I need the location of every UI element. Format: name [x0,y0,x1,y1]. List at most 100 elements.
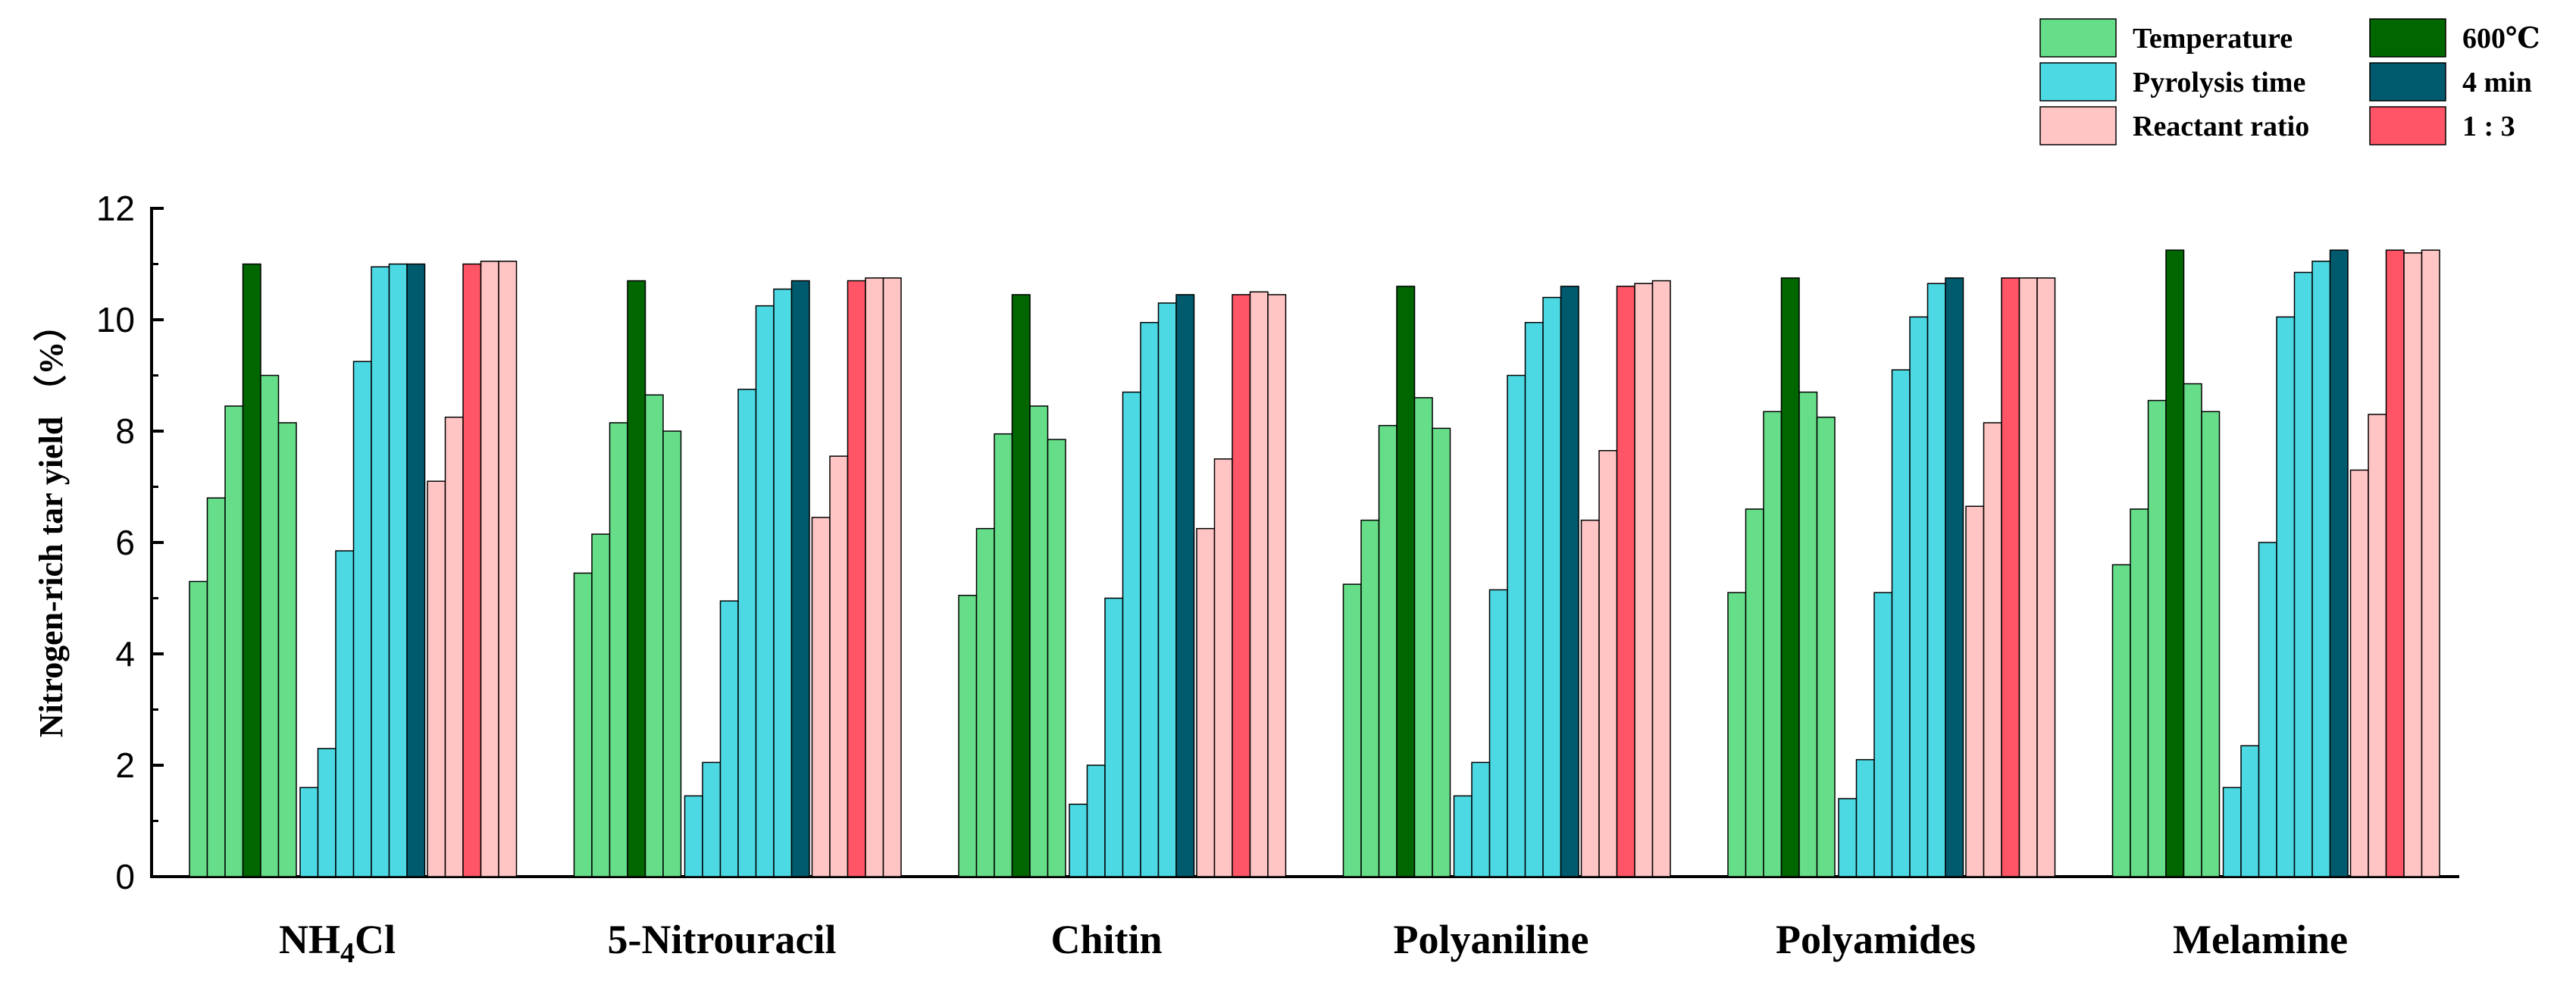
category-label-3: Polyaniline [1393,917,1588,962]
bar-temperature-4-0 [1727,592,1747,877]
bar-pyrolysis-time-5-0 [2222,786,2242,877]
bar-temperature-2-4 [1029,405,1049,877]
bar-temperature-5-2 [2147,399,2167,877]
category-label-4: Polyamides [1776,917,1976,962]
category-label-2: Chitin [1050,917,1162,962]
y-tick-label: 2 [115,746,135,785]
bar-pyrolysis-time-1-3 [737,389,757,877]
y-axis-label: Nitrogen-rich tar yield （%） [33,308,70,738]
bar-reactant-ratio-5-3 [2403,252,2423,877]
bar-pyrolysis-time-1-1 [702,761,721,877]
bar-reactant-ratio-3-0 [1580,519,1600,877]
bar-temperature-2-2 [994,433,1013,877]
legend-swatch-1 [2039,62,2117,102]
bar-pyrolysis-time-5-5 [2312,261,2331,877]
bar-reactant-ratio-3-4 [1651,280,1671,877]
legend-label-2: Reactant ratio [2133,111,2309,142]
category-label-1: 5-Nitrouracil [608,917,837,962]
bar-temperature-4-4 [1798,391,1818,877]
bar-pyrolysis-time-0-0 [299,786,319,877]
bar-reactant-ratio-4-1 [1983,422,2002,877]
bar-reactant-ratio-0-4 [498,261,518,877]
axes: 0 2 4 6 8 10 12 NH4Cl 5-Nitrouracil Chitin Polyani… [96,189,2459,969]
bar-reactant-ratio-0-2 [462,263,482,877]
bar-temperature-3-3 [1396,286,1416,877]
bar-temperature-0-3 [242,263,261,877]
bar-pyrolysis-time-4-6 [1945,277,1964,877]
legend: Temperature Pyrolysis time Reactant ratio 6… [2039,18,2540,145]
y-tick-label: 6 [115,523,135,562]
category-label-5: Melamine [2173,917,2348,962]
bar-temperature-4-5 [1816,416,1836,877]
bar-pyrolysis-time-4-4 [1909,316,1929,877]
bar-pyrolysis-time-2-2 [1104,597,1124,877]
y-tick-label: 12 [96,189,135,228]
bar-pyrolysis-time-3-1 [1471,761,1491,877]
legend-swatch-3 [2369,18,2446,58]
bar-reactant-ratio-1-3 [865,277,884,877]
legend-label-1: Pyrolysis time [2133,67,2305,98]
bar-temperature-0-4 [260,374,280,877]
bar-temperature-4-1 [1745,508,1764,877]
bar-reactant-ratio-4-0 [1965,505,1985,877]
bar-reactant-ratio-2-1 [1213,458,1233,877]
bar-temperature-0-0 [189,580,208,877]
bar-reactant-ratio-4-2 [2001,277,2020,877]
bar-temperature-2-3 [1011,294,1031,877]
bar-reactant-ratio-1-0 [811,517,831,877]
bar-pyrolysis-time-3-5 [1542,296,1562,877]
bar-pyrolysis-time-5-1 [2240,745,2260,877]
bar-pyrolysis-time-5-4 [2293,271,2313,877]
bar-pyrolysis-time-1-4 [755,305,775,877]
bar-pyrolysis-time-2-5 [1157,302,1177,877]
bar-reactant-ratio-3-2 [1616,286,1635,877]
bar-pyrolysis-time-4-1 [1855,758,1875,877]
bar-temperature-2-5 [1047,439,1066,877]
bar-reactant-ratio-3-3 [1634,283,1654,877]
bar-pyrolysis-time-0-1 [317,748,336,877]
bar-pyrolysis-time-0-6 [406,263,426,877]
bar-reactant-ratio-5-4 [2421,249,2440,877]
bar-temperature-1-3 [627,280,646,877]
bar-reactant-ratio-2-0 [1196,527,1216,877]
bar-temperature-4-2 [1763,411,1783,877]
bar-reactant-ratio-5-2 [2385,249,2405,877]
y-tick-label: 8 [115,411,135,451]
bar-pyrolysis-time-0-2 [335,550,355,877]
bar-pyrolysis-time-4-2 [1873,592,1893,877]
legend-label-0: Temperature [2133,23,2293,55]
bar-pyrolysis-time-3-4 [1524,321,1544,877]
bar-reactant-ratio-4-3 [2018,277,2038,877]
bar-temperature-5-1 [2130,508,2149,877]
bar-temperature-1-1 [591,533,611,877]
legend-label-4: 4 min [2462,67,2532,98]
bar-pyrolysis-time-3-2 [1488,589,1508,877]
bar-temperature-5-0 [2111,564,2131,877]
bar-pyrolysis-time-5-3 [2276,316,2296,877]
legend-label-5: 1 : 3 [2462,111,2515,142]
category-label-0: NH4Cl [279,917,396,969]
bar-reactant-ratio-0-1 [444,416,464,877]
bar-pyrolysis-time-2-0 [1069,803,1088,877]
bar-temperature-0-1 [206,497,226,877]
bar-pyrolysis-time-1-2 [719,600,739,877]
bar-pyrolysis-time-4-5 [1927,283,1946,877]
bar-pyrolysis-time-1-5 [773,288,793,877]
bar-temperature-5-5 [2201,411,2221,877]
bar-temperature-3-0 [1342,583,1362,877]
bar-temperature-0-5 [277,422,297,877]
bar-temperature-3-5 [1432,427,1451,877]
bar-reactant-ratio-3-1 [1598,449,1618,877]
legend-swatch-5 [2369,106,2446,145]
bar-temperature-3-4 [1413,397,1433,877]
bars [189,249,2440,877]
bar-reactant-ratio-1-2 [847,280,866,877]
y-tick-label: 0 [115,857,135,896]
bar-pyrolysis-time-3-0 [1453,795,1473,877]
bar-temperature-3-1 [1360,519,1380,877]
bar-temperature-5-3 [2165,249,2185,877]
bar-reactant-ratio-0-3 [480,261,499,877]
bar-temperature-1-4 [644,394,664,877]
bar-pyrolysis-time-2-4 [1140,321,1160,877]
